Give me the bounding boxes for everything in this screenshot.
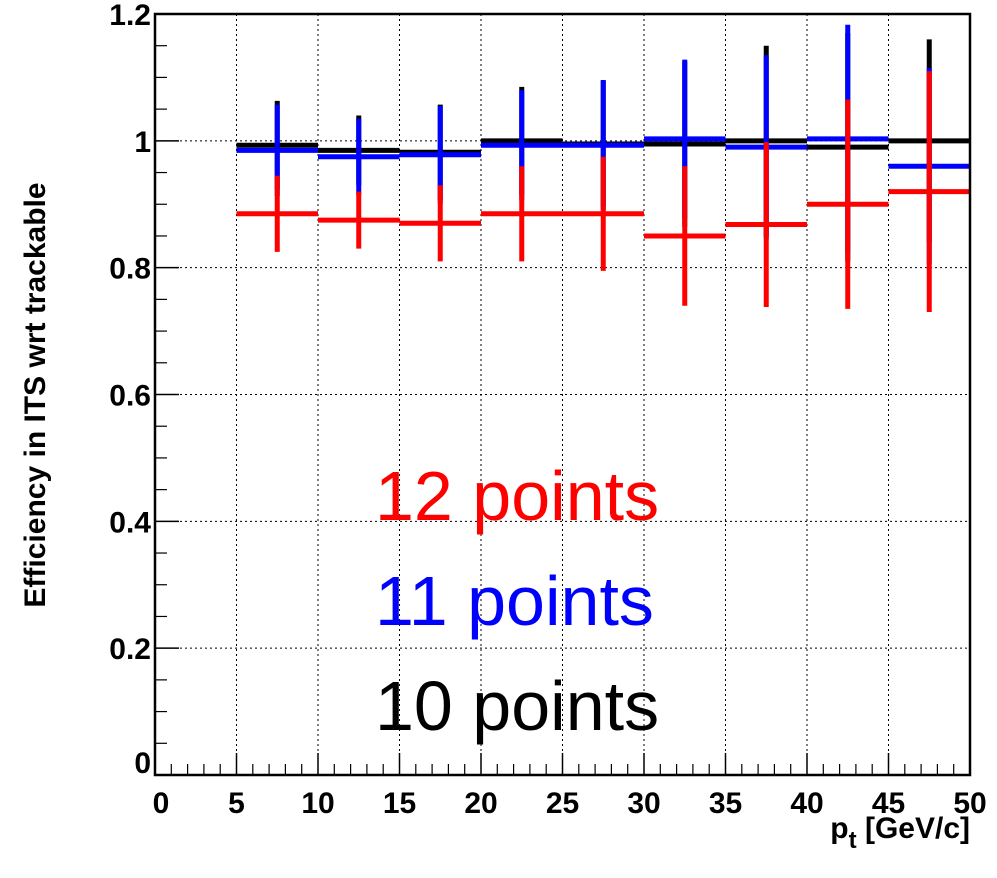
x-tick-label: 30 (627, 787, 660, 820)
legend-entry: 10 points (375, 667, 659, 745)
x-tick-label: 45 (872, 787, 905, 820)
x-tick-label: 40 (790, 787, 823, 820)
legend-entry: 12 points (375, 457, 659, 535)
x-tick-label: 20 (464, 787, 497, 820)
y-tick-label: 1 (134, 126, 151, 159)
x-axis-label-subscript: t (849, 827, 857, 854)
tick-labels: 0 5 10 15 20 25 30 35 40 45 50 0 0.2 0.4 0.6 0.8 1 1.2 (109, 0, 986, 820)
legend-entry: 11 points (375, 562, 654, 640)
data-series (236, 24, 970, 313)
y-tick-label: 0.2 (109, 633, 151, 666)
x-tick-label: 10 (301, 787, 334, 820)
x-tick-label: 25 (546, 787, 579, 820)
x-axis-label-unit: [GeV/c] (857, 812, 970, 845)
x-axis-label: pt [GeV/c] (830, 812, 970, 854)
legend: 12 points 11 points 10 points (375, 457, 659, 745)
x-axis-label-main: p (830, 812, 848, 845)
plot-frame (153, 12, 972, 777)
y-tick-label: 0.6 (109, 380, 151, 413)
x-tick-label: 0 (153, 787, 170, 820)
y-axis-label: Efficiency in ITS wrt trackable (19, 182, 52, 607)
y-tick-label: 0.8 (109, 253, 151, 286)
y-tick-label: 1.2 (109, 0, 151, 32)
x-tick-label: 15 (383, 787, 416, 820)
axis-ticks (154, 13, 971, 776)
x-tick-label: 35 (709, 787, 742, 820)
y-tick-label: 0 (134, 747, 151, 780)
series-12-points (236, 71, 970, 313)
x-tick-label: 50 (953, 787, 986, 820)
y-tick-label: 0.4 (109, 506, 151, 539)
x-tick-label: 5 (228, 787, 245, 820)
